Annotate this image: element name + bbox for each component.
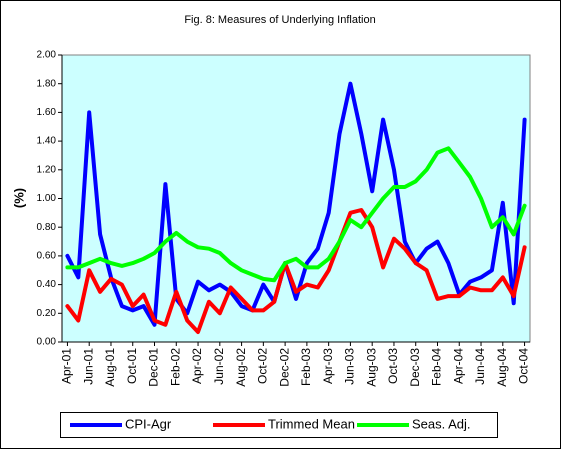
y-tick-label: 1.20 <box>37 164 57 175</box>
x-tick-label: Apr-01 <box>60 348 74 384</box>
x-tick-label: Feb-02 <box>168 348 182 386</box>
x-tick-label: Jun-04 <box>473 348 487 385</box>
y-tick-label: 1.80 <box>37 78 57 89</box>
x-tick-label: Dec-03 <box>408 348 422 387</box>
legend-box <box>60 412 498 438</box>
x-tick-label: Aug-04 <box>495 348 509 387</box>
legend-label: Seas. Adj. <box>412 416 471 431</box>
y-tick-label: 2.00 <box>37 50 57 61</box>
x-tick-label: Apr-04 <box>451 348 465 384</box>
series-line <box>65 81 527 327</box>
y-axis-label: (%) <box>11 188 26 208</box>
x-tick-label: Apr-03 <box>321 348 335 384</box>
x-tick-label: Aug-03 <box>364 348 378 387</box>
y-tick-label: 1.60 <box>37 107 57 118</box>
x-tick-label: Feb-03 <box>299 348 313 386</box>
series-line <box>65 208 527 334</box>
x-tick-label: Jun-03 <box>343 348 357 385</box>
y-tick-label: 0.40 <box>37 279 57 290</box>
x-tick-label: Dec-02 <box>277 348 291 387</box>
x-tick-label: Aug-02 <box>234 348 248 387</box>
y-tick-label: 0.80 <box>37 222 57 233</box>
y-tick-label: 0.00 <box>37 337 57 348</box>
y-tick-label: 0.60 <box>37 251 57 262</box>
legend-label: CPI-Agr <box>125 416 172 431</box>
chart-title: Fig. 8: Measures of Underlying Inflation <box>184 14 375 26</box>
x-tick-label: Aug-01 <box>103 348 117 387</box>
y-tick-label: 1.40 <box>37 136 57 147</box>
x-tick-label: Jun-01 <box>81 348 95 385</box>
x-tick-label: Oct-03 <box>386 348 400 384</box>
series-line <box>65 146 527 283</box>
legend-label: Trimmed Mean <box>268 416 355 431</box>
x-tick-label: Jun-02 <box>212 348 226 385</box>
x-tick-label: Oct-02 <box>256 348 270 384</box>
x-tick-label: Dec-01 <box>147 348 161 387</box>
x-tick-label: Feb-04 <box>430 348 444 386</box>
y-tick-label: 0.20 <box>37 308 57 319</box>
x-tick-label: Oct-01 <box>125 348 139 384</box>
x-tick-label: Oct-04 <box>517 348 531 384</box>
x-tick-label: Apr-02 <box>190 348 204 384</box>
y-tick-label: 1.00 <box>37 193 57 204</box>
